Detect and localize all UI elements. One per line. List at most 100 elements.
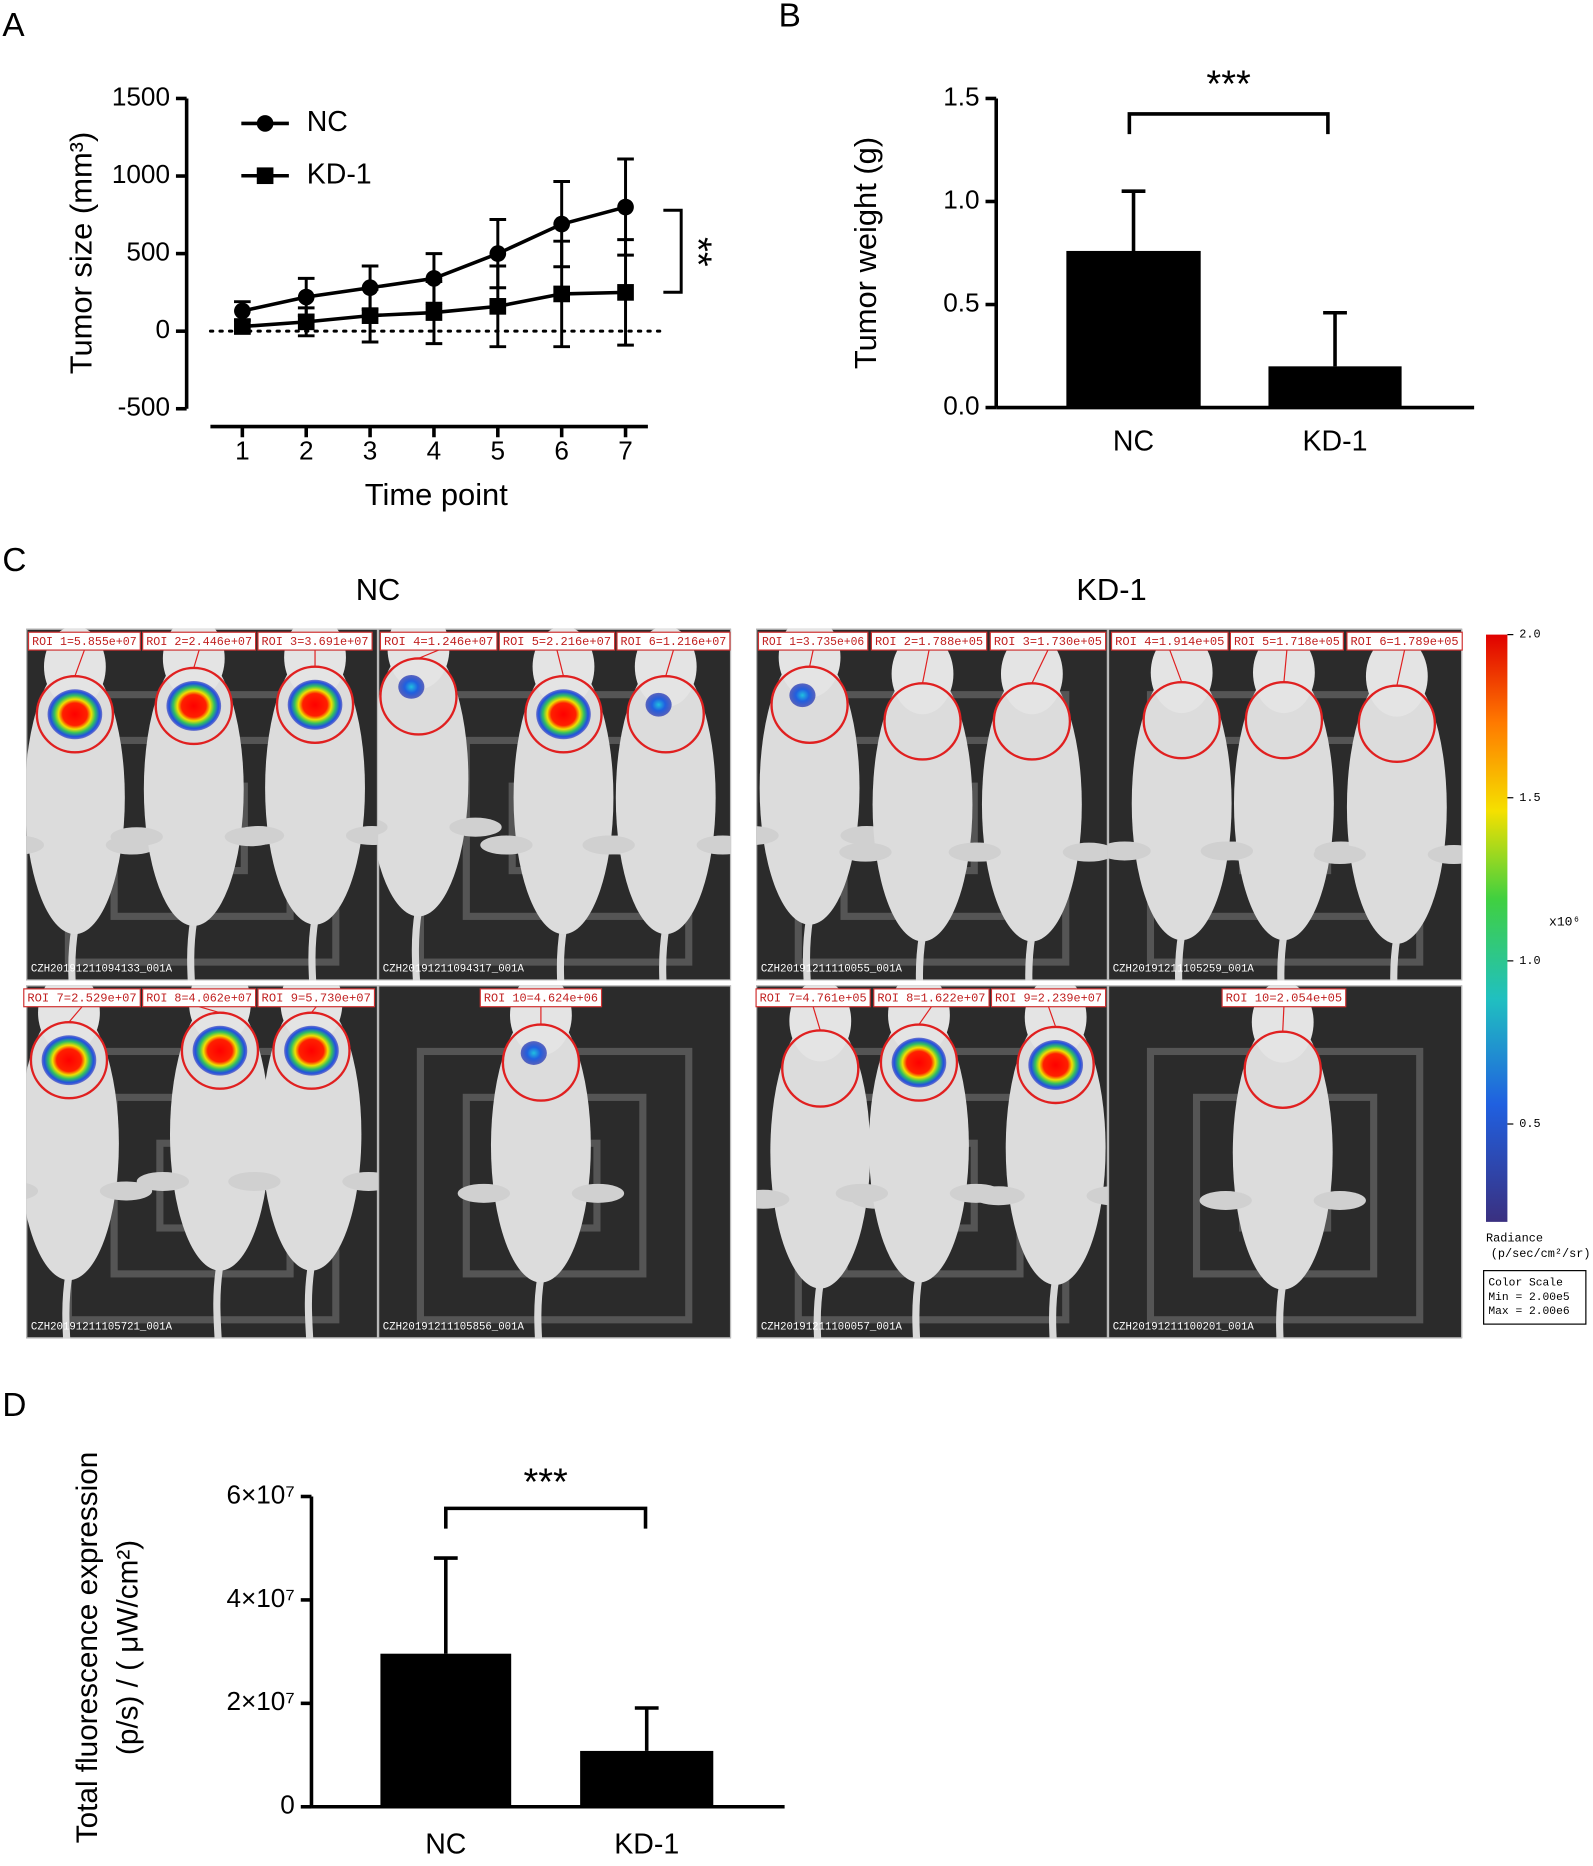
file-id: CZH20191211094133_001A	[31, 963, 173, 975]
error-bar	[433, 1556, 458, 1654]
bar	[580, 1750, 714, 1807]
mouse-leg	[972, 1186, 1025, 1206]
mouse-leg	[231, 826, 285, 846]
y-tick-label: 2×10⁷	[226, 1686, 294, 1716]
mouse-body	[759, 651, 860, 925]
mouse-leg	[948, 842, 1001, 862]
mouse-leg	[1199, 1190, 1252, 1210]
x-tick-label: NC	[1113, 426, 1154, 458]
mouse-body	[869, 1009, 969, 1283]
marker	[361, 279, 379, 297]
y-tick-label: 1500	[112, 81, 170, 111]
legend-label: KD-1	[307, 158, 372, 190]
roi-label: ROI 1=5.855e+07	[32, 635, 137, 649]
mouse-leg	[1313, 1190, 1366, 1210]
scale-box-text: Color Scale	[1488, 1277, 1563, 1289]
roi-label: ROI 3=1.730e+05	[994, 635, 1102, 649]
panel-label: B	[779, 0, 801, 34]
mouse-body	[169, 997, 270, 1271]
mouse-tail	[912, 1276, 923, 1339]
mouse-leg	[1086, 1186, 1108, 1206]
roi-label-box	[870, 631, 988, 651]
mouse-tail	[534, 1276, 545, 1339]
legend-marker	[256, 115, 274, 132]
mouse-leg	[449, 817, 502, 837]
mouse-tail	[1390, 937, 1401, 981]
roi-leader	[68, 1006, 83, 1023]
signal-blob	[1028, 1039, 1084, 1090]
mouse-tail	[1277, 933, 1288, 981]
mouse-body	[615, 660, 716, 935]
mouse-leg	[26, 1183, 39, 1199]
y-tick-label: 1.5	[943, 81, 979, 111]
x-tick-label: 6	[554, 436, 569, 466]
signal-blob	[287, 679, 343, 730]
mouse-leg	[835, 1183, 889, 1203]
marker	[297, 313, 315, 331]
roi-label: ROI 10=4.624e+06	[484, 992, 598, 1006]
y-tick-label: 1000	[112, 159, 170, 189]
roi-label-box	[757, 631, 869, 651]
mouse-leg	[696, 835, 732, 855]
error-bar	[1121, 189, 1146, 251]
roi-label-box	[755, 988, 871, 1008]
file-id: CZH20191211100057_001A	[761, 1321, 903, 1333]
signal-blob	[891, 1037, 947, 1088]
mouse-leg	[1107, 841, 1151, 861]
error-bar	[634, 1706, 659, 1751]
colorbar	[1486, 634, 1508, 1222]
mouse-leg	[26, 836, 44, 855]
roi-label: ROI 8=1.622e+07	[877, 992, 985, 1006]
file-id: CZH20191211105856_001A	[383, 1321, 525, 1333]
mouse-head	[1000, 633, 1063, 715]
mouse-leg	[1062, 842, 1108, 862]
y-tick-label: 1.0	[943, 184, 979, 214]
y-tick-label: 0	[280, 1790, 295, 1820]
colorbar-tick-label: 0.5	[1519, 1117, 1540, 1131]
file-id: CZH20191211100201_001A	[1113, 1321, 1255, 1333]
roi-leader	[1031, 649, 1049, 684]
marker	[234, 318, 251, 335]
significance-bracket	[444, 1506, 648, 1529]
roi-label-box	[873, 988, 990, 1008]
mouse-tail	[556, 927, 568, 981]
roi-label-box	[616, 631, 731, 651]
roi-label: ROI 3=3.691e+07	[262, 635, 369, 649]
mouse-body	[1346, 670, 1447, 944]
mouse-tail	[1276, 1283, 1287, 1339]
mouse-leg	[99, 1181, 153, 1201]
roi-leader	[1283, 650, 1288, 683]
roi-leader	[665, 649, 675, 677]
y-tick-label: 0.0	[943, 390, 979, 420]
roi-leader	[812, 1006, 821, 1031]
x-tick-label: 1	[235, 436, 250, 466]
roi-leader	[198, 1006, 221, 1014]
significance-bracket	[1127, 112, 1330, 135]
mouse-tail	[915, 934, 927, 981]
colorbar-multiplier: x10⁶	[1549, 915, 1580, 930]
bar	[1066, 250, 1201, 408]
roi-leader	[918, 1006, 932, 1025]
mouse-leg	[480, 835, 533, 855]
mouse-body	[513, 660, 614, 935]
roi-label: ROI 8=4.062e+07	[146, 992, 252, 1006]
roi-label-box	[479, 988, 603, 1008]
marker	[425, 304, 443, 321]
mouse-tail	[62, 1273, 73, 1339]
file-id: CZH20191211105721_001A	[31, 1321, 173, 1333]
legend-marker	[256, 167, 274, 185]
error-bar	[1323, 310, 1347, 367]
colorbar-tick-label: 1.5	[1519, 791, 1540, 805]
scale-box	[1483, 1270, 1587, 1325]
y-axis-label: Total fluorescence expression	[71, 1452, 104, 1844]
significance-label: ***	[1206, 64, 1251, 106]
roi-label: ROI 6=1.789e+05	[1350, 635, 1458, 649]
mouse-leg	[110, 827, 163, 847]
mouse-leg	[1427, 845, 1463, 865]
y-axis-label: (p/s) / ( μW/cm²)	[111, 1540, 144, 1755]
roi-leader	[1169, 649, 1183, 683]
x-tick-label: 7	[618, 436, 633, 466]
y-axis-label: Tumor weight (g)	[848, 137, 883, 369]
signal-blob	[166, 680, 222, 731]
